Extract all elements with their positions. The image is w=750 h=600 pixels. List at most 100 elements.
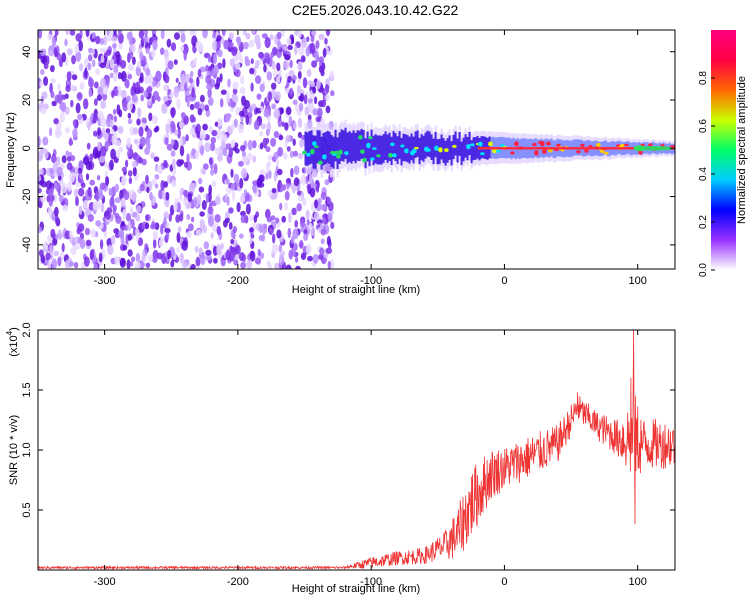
- noise-blob: [279, 202, 283, 211]
- noise-blob: [98, 192, 104, 200]
- signal-peak: [310, 148, 316, 155]
- noise-blob: [225, 113, 232, 119]
- noise-blob: [230, 139, 236, 148]
- noise-blob: [198, 247, 203, 255]
- signal-peak: [604, 151, 610, 155]
- noise-blob: [119, 257, 126, 268]
- signal-peak: [580, 143, 586, 147]
- signal-peak: [576, 150, 582, 154]
- noise-blob: [210, 79, 216, 88]
- noise-blob: [164, 137, 169, 146]
- noise-blob: [135, 232, 139, 242]
- noise-blob: [195, 40, 202, 51]
- noise-blob: [212, 180, 216, 187]
- noise-blob: [244, 56, 249, 62]
- noise-blob: [298, 44, 305, 57]
- noise-blob: [130, 261, 134, 267]
- noise-blob: [191, 182, 197, 189]
- signal-core: [410, 133, 413, 161]
- noise-blob: [285, 134, 291, 143]
- snr-x-tick-label: 100: [629, 576, 647, 588]
- noise-blob: [245, 203, 251, 215]
- noise-blob: [223, 134, 228, 143]
- signal-peak: [540, 141, 546, 147]
- noise-blob: [252, 66, 257, 77]
- spectrogram-x-tick-label: 0: [501, 275, 507, 287]
- spectrogram-noise-region: [38, 30, 335, 269]
- noise-blob: [231, 93, 236, 100]
- noise-blob: [152, 257, 158, 264]
- snr-x-tick-label: -100: [360, 576, 382, 588]
- noise-blob: [186, 231, 192, 239]
- noise-blob: [228, 32, 234, 40]
- noise-blob: [162, 190, 166, 201]
- noise-blob: [133, 138, 138, 144]
- signal-peak: [648, 143, 654, 147]
- signal-core: [422, 135, 425, 162]
- signal-core: [324, 132, 327, 165]
- noise-blob: [164, 227, 171, 234]
- snr-multiplier-base: (x10: [8, 335, 20, 356]
- noise-blob: [66, 71, 72, 81]
- noise-blob: [127, 222, 132, 231]
- noise-blob: [274, 91, 281, 101]
- noise-blob: [139, 72, 144, 82]
- signal-peak: [546, 141, 552, 146]
- noise-blob: [305, 46, 311, 57]
- signal-peak: [414, 146, 420, 150]
- signal-core: [420, 134, 423, 161]
- noise-blob: [300, 252, 307, 260]
- noise-blob: [302, 77, 308, 89]
- noise-blob: [180, 74, 187, 85]
- noise-blob: [114, 183, 120, 193]
- noise-blob: [167, 249, 172, 260]
- noise-blob: [242, 150, 246, 159]
- noise-blob: [240, 168, 248, 179]
- noise-blob: [281, 121, 286, 127]
- spectrogram-y-tick-label: -40: [21, 237, 33, 253]
- noise-blob: [297, 117, 303, 128]
- noise-blob: [255, 75, 262, 84]
- noise-blob: [51, 233, 56, 240]
- noise-blob: [286, 146, 291, 152]
- signal-core: [434, 131, 437, 158]
- spectrogram-x-tick-label: -100: [360, 275, 382, 287]
- noise-blob: [69, 172, 75, 183]
- noise-blob: [86, 142, 91, 150]
- noise-blob: [170, 108, 175, 119]
- noise-blob: [52, 238, 58, 246]
- noise-blob: [194, 246, 199, 253]
- noise-blob: [47, 234, 52, 243]
- noise-blob: [205, 253, 212, 261]
- noise-blob: [120, 197, 126, 207]
- noise-blob: [324, 94, 330, 101]
- noise-blob: [180, 33, 186, 43]
- noise-blob: [208, 202, 212, 213]
- noise-blob: [77, 113, 83, 121]
- noise-blob: [258, 51, 264, 59]
- signal-core: [474, 137, 477, 160]
- noise-blob: [245, 32, 251, 40]
- noise-blob: [242, 41, 249, 50]
- signal-core: [432, 138, 435, 165]
- snr-y-tick-label: 0.5: [21, 502, 33, 517]
- noise-blob: [293, 165, 300, 175]
- noise-blob: [283, 152, 288, 160]
- noise-blob: [228, 147, 233, 158]
- noise-blob: [236, 202, 241, 213]
- signal-core: [352, 130, 355, 161]
- signal-peak: [302, 150, 308, 155]
- noise-blob: [84, 256, 90, 267]
- noise-blob: [277, 117, 282, 128]
- noise-blob: [84, 67, 88, 78]
- noise-blob: [142, 250, 146, 262]
- noise-blob: [261, 33, 268, 39]
- signal-core: [328, 131, 331, 164]
- noise-blob: [113, 115, 118, 123]
- noise-blob: [127, 170, 133, 177]
- noise-blob: [205, 249, 212, 256]
- noise-blob: [97, 127, 101, 136]
- signal-core: [384, 131, 387, 160]
- noise-blob: [159, 47, 165, 55]
